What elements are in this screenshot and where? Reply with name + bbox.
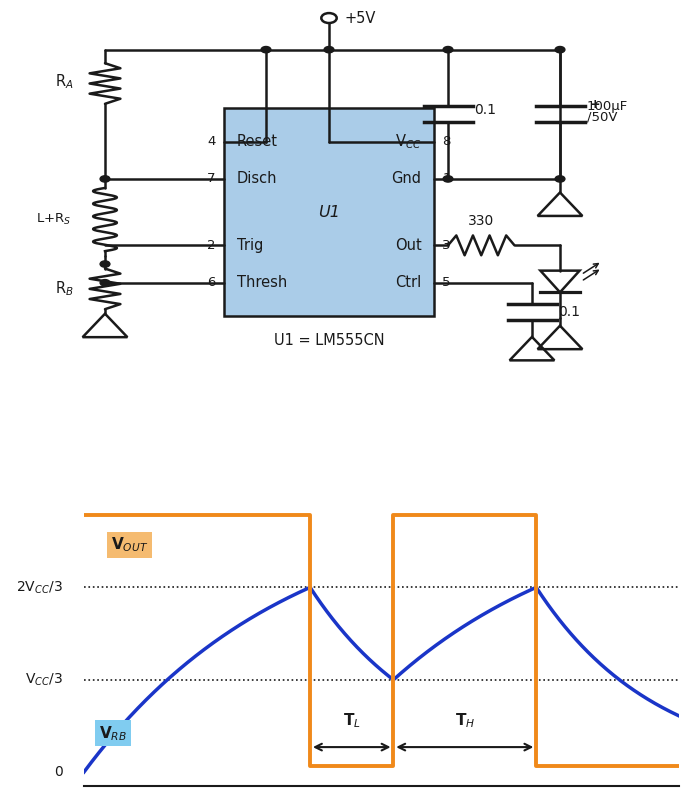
Text: Disch: Disch — [237, 172, 277, 186]
Text: V$_{CC}$/3: V$_{CC}$/3 — [25, 671, 63, 688]
Text: Reset: Reset — [237, 134, 278, 149]
Circle shape — [324, 47, 334, 53]
Text: 2V$_{CC}$/3: 2V$_{CC}$/3 — [16, 580, 63, 596]
Text: T$_L$: T$_L$ — [343, 712, 360, 730]
Text: Out: Out — [395, 238, 421, 253]
Text: +5V: +5V — [344, 10, 376, 26]
Text: 6: 6 — [207, 276, 216, 289]
Text: V$_{RB}$: V$_{RB}$ — [99, 724, 127, 742]
Text: V$_{CC}$: V$_{CC}$ — [395, 132, 421, 151]
Text: R$_B$: R$_B$ — [55, 280, 74, 298]
Circle shape — [100, 280, 110, 286]
Text: 5: 5 — [442, 276, 451, 289]
Text: Trig: Trig — [237, 238, 263, 253]
Text: Ctrl: Ctrl — [395, 275, 421, 290]
Text: Thresh: Thresh — [237, 275, 287, 290]
Text: 1: 1 — [442, 172, 451, 185]
Text: 7: 7 — [207, 172, 216, 185]
Text: U1: U1 — [318, 205, 340, 220]
Text: 0.1: 0.1 — [559, 305, 580, 319]
Circle shape — [555, 176, 565, 182]
Circle shape — [443, 176, 453, 182]
Text: 8: 8 — [442, 135, 451, 148]
Text: V$_{OUT}$: V$_{OUT}$ — [111, 536, 148, 555]
Text: 2: 2 — [207, 239, 216, 251]
Text: +: + — [589, 98, 600, 111]
FancyBboxPatch shape — [224, 108, 434, 316]
Text: 4: 4 — [207, 135, 216, 148]
Text: T$_H$: T$_H$ — [455, 712, 475, 730]
Text: R$_A$: R$_A$ — [55, 72, 74, 90]
Text: 0: 0 — [55, 765, 63, 779]
Text: L+R$_S$: L+R$_S$ — [36, 212, 71, 227]
Text: 0.1: 0.1 — [475, 103, 496, 117]
Circle shape — [100, 261, 110, 268]
Text: /50V: /50V — [587, 110, 617, 123]
Circle shape — [555, 47, 565, 53]
Text: 3: 3 — [442, 239, 451, 251]
Circle shape — [100, 176, 110, 182]
Text: Gnd: Gnd — [391, 172, 421, 186]
Text: 330: 330 — [468, 214, 494, 228]
Text: U1 = LM555CN: U1 = LM555CN — [274, 333, 384, 348]
Circle shape — [443, 47, 453, 53]
Text: 100μF: 100μF — [587, 100, 628, 113]
Circle shape — [261, 47, 271, 53]
